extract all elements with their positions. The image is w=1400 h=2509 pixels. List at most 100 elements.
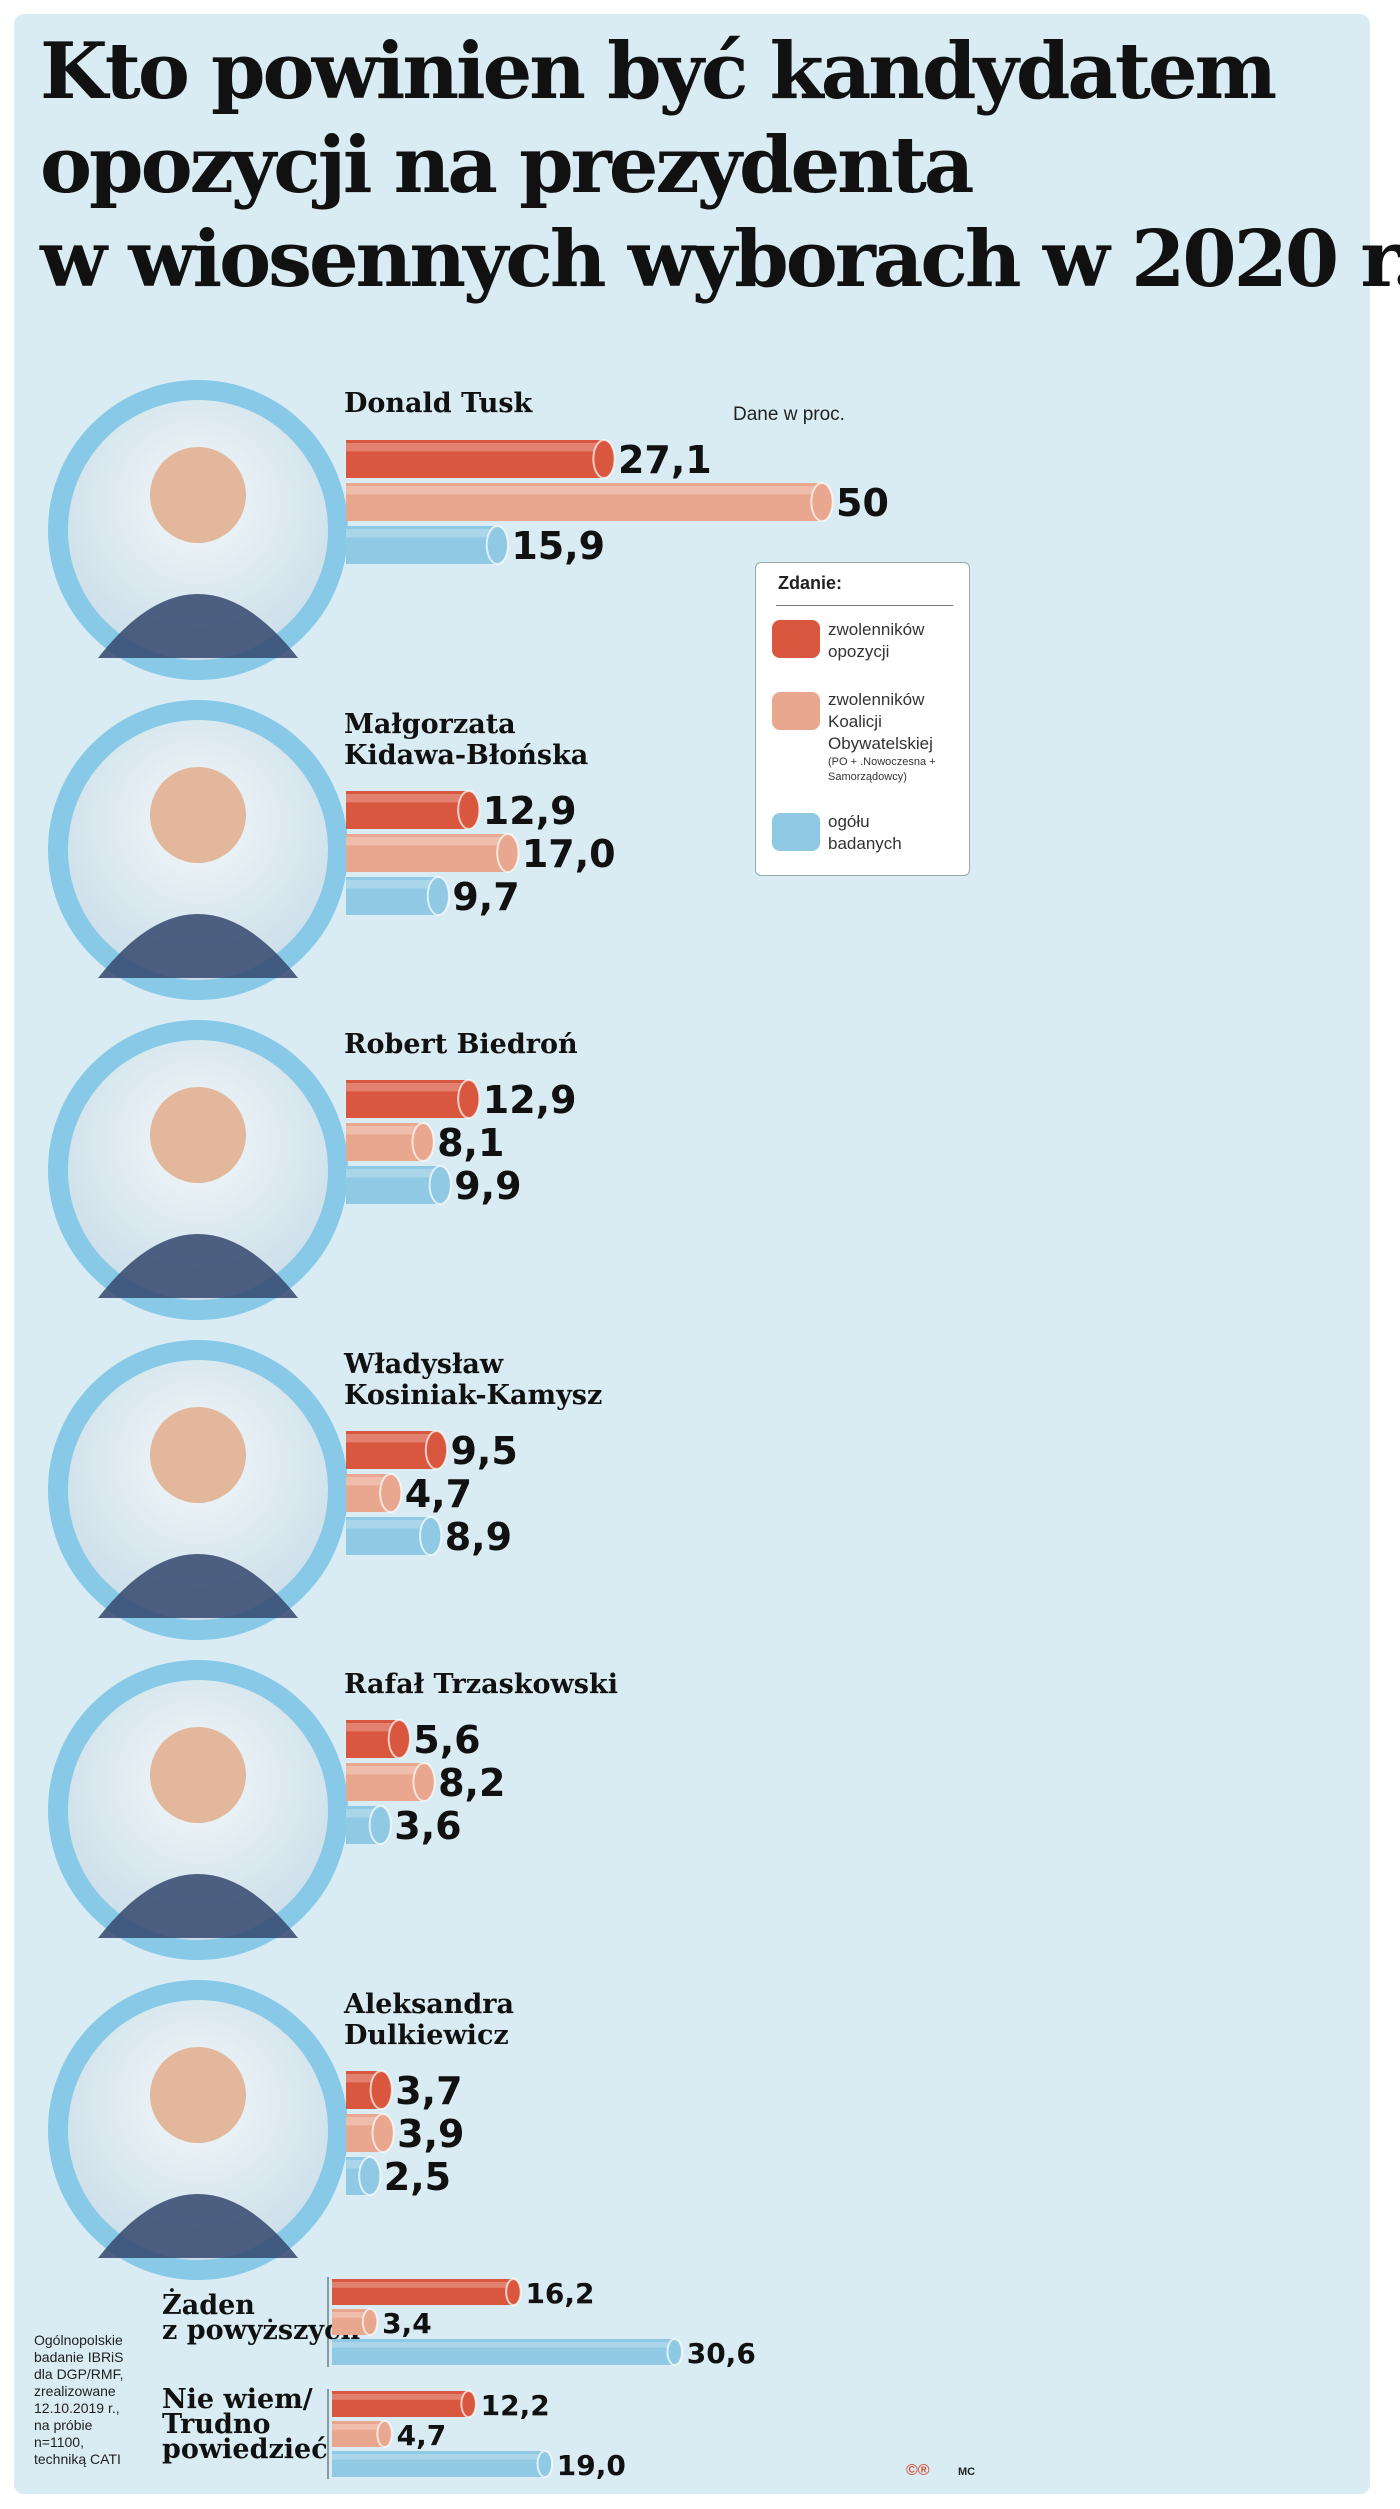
value-label: 4,7 [397, 2419, 447, 2452]
author-initials: MC [958, 2466, 976, 2478]
bar-opozycja [346, 1079, 481, 1119]
source-line: 12.10.2019 r., [34, 2400, 120, 2416]
value-label: 3,7 [395, 2069, 462, 2113]
value-label: 9,5 [450, 1429, 517, 1473]
source-line: Ogólnopolskie [34, 2332, 123, 2348]
legend-swatch-opozycja [772, 620, 820, 658]
publisher-logo: ©® [906, 2462, 930, 2479]
bar-opozycja [346, 439, 616, 479]
unit-note: Dane w proc. [733, 404, 845, 425]
bar-ogol [346, 1165, 452, 1205]
value-label: 17,0 [522, 832, 616, 876]
value-label: 5,6 [413, 1718, 480, 1762]
portrait-head-icon [150, 447, 246, 543]
value-label: 8,1 [437, 1121, 504, 1165]
legend-label-opozycja: zwolenników opozycji [828, 620, 925, 661]
value-label: 3,6 [394, 1804, 461, 1848]
candidate-name: Aleksandra [343, 1989, 514, 2020]
value-label: 8,2 [438, 1761, 505, 1805]
bar-opozycja [332, 2278, 522, 2306]
option-label: z powyższych [162, 2315, 361, 2346]
value-label: 19,0 [557, 2449, 626, 2482]
bar-opozycja [346, 1430, 449, 1470]
legend-label-ogol: ogółu badanych [828, 812, 902, 853]
candidate-name: Rafał Trzaskowski [344, 1669, 618, 1700]
value-label: 50 [836, 481, 889, 525]
bar-ogol [346, 525, 510, 565]
candidate-name: Dulkiewicz [344, 2020, 509, 2051]
bar-ogol [346, 2156, 382, 2196]
bar-ogol [346, 1805, 392, 1845]
portrait-icon [98, 1874, 298, 1938]
portrait-head-icon [150, 1087, 246, 1183]
legend-label-ko: zwolenników Koalicji Obywatelskiej (PO +… [828, 689, 963, 785]
portrait-head-icon [150, 1727, 246, 1823]
source-line: n=1100, [34, 2434, 84, 2450]
bar-ogol [332, 2338, 683, 2366]
value-label: 12,9 [483, 1078, 577, 1122]
source-line: zrealizowane [34, 2383, 116, 2399]
bar-ko [346, 2113, 395, 2153]
legend: Zdanie: zwolenników opozycji zwolenników… [755, 562, 970, 876]
bar-opozycja [346, 1719, 411, 1759]
candidate-name: Robert Biedroń [344, 1029, 578, 1060]
title-line: Kto powinien być kandydatem [40, 26, 1277, 117]
value-label: 2,5 [384, 2155, 451, 2199]
value-label: 27,1 [618, 438, 712, 482]
value-label: 12,2 [481, 2389, 550, 2422]
value-label: 12,9 [483, 789, 577, 833]
portrait-icon [98, 1554, 298, 1618]
portrait-head-icon [150, 2047, 246, 2143]
value-label: 3,4 [382, 2307, 432, 2340]
value-label: 9,7 [452, 875, 519, 919]
source-line: badanie IBRiS [34, 2349, 124, 2365]
bar-ogol [346, 1516, 443, 1556]
bar-opozycja [346, 790, 481, 830]
bar-ogol [346, 876, 450, 916]
portrait-icon [98, 594, 298, 658]
title-line: opozycji na prezydenta [40, 120, 974, 211]
source-note: Ogólnopolskie badanie IBRiS dla DGP/RMF,… [34, 2332, 164, 2468]
portrait-head-icon [150, 767, 246, 863]
candidate-name: Kosiniak-Kamysz [344, 1380, 602, 1411]
bar-ko [332, 2308, 379, 2336]
bar-ko [346, 482, 834, 522]
bar-ko [346, 1473, 403, 1513]
legend-divider [776, 605, 953, 606]
portrait-head-icon [150, 1407, 246, 1503]
candidate-name: Władysław [343, 1349, 504, 1380]
value-label: 30,6 [687, 2337, 756, 2370]
legend-ko-note: (PO + .Nowoczesna + Samorządowcy) [828, 756, 936, 783]
legend-swatch-ko [772, 692, 820, 730]
chart-title: Kto powinien być kandydatem opozycji na … [40, 25, 1400, 307]
value-label: 3,9 [397, 2112, 464, 2156]
candidate-name: Donald Tusk [344, 388, 534, 419]
option-label: Nie wiem/ [162, 2384, 313, 2415]
bar-ko [346, 1122, 435, 1162]
source-line: na próbie [34, 2417, 93, 2433]
bar-ko [346, 833, 520, 873]
bar-ogol [332, 2450, 554, 2478]
bar-ko [346, 1762, 436, 1802]
title-line: w wiosennych wyborach w 2020 r.? [40, 214, 1400, 305]
value-label: 4,7 [405, 1472, 472, 1516]
bar-opozycja [332, 2390, 477, 2418]
source-line: dla DGP/RMF, [34, 2366, 124, 2382]
option-label: Trudno [162, 2409, 271, 2440]
option-label: Żaden [162, 2287, 255, 2321]
legend-ko-text: zwolenników Koalicji Obywatelskiej [828, 690, 933, 753]
source-line: techniką CATI [34, 2451, 121, 2467]
portrait-icon [98, 914, 298, 978]
legend-swatch-ogol [772, 813, 820, 851]
candidate-name: Kidawa-Błońska [344, 740, 588, 771]
portrait-icon [98, 2194, 298, 2258]
candidate-name: Małgorzata [344, 709, 516, 740]
value-label: 8,9 [445, 1515, 512, 1559]
option-label: powiedzieć [162, 2434, 328, 2465]
value-label: 15,9 [511, 524, 605, 568]
bar-opozycja [346, 2070, 393, 2110]
value-label: 9,9 [454, 1164, 521, 1208]
portrait-icon [98, 1234, 298, 1298]
bar-ko [332, 2420, 393, 2448]
